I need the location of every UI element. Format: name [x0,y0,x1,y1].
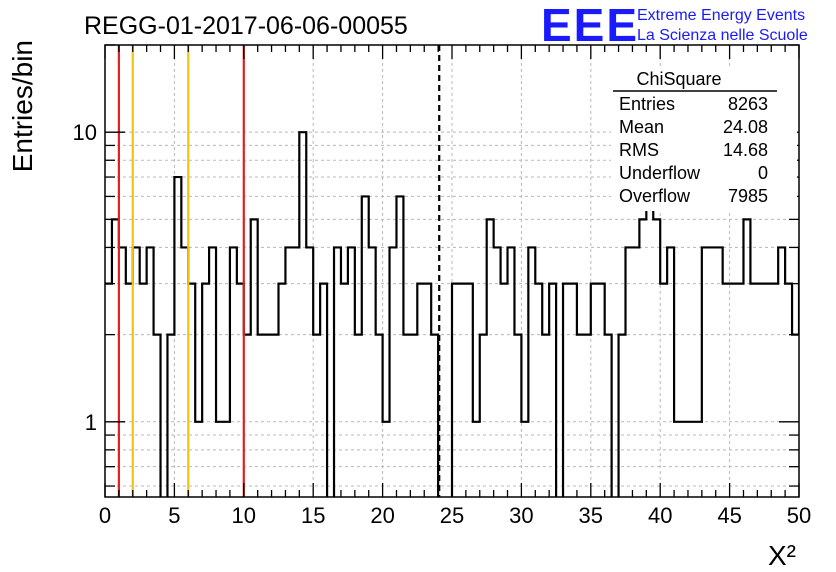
stats-value: 0 [758,163,768,183]
stats-value: 7985 [728,186,768,206]
y-tick-labels: 1 10 [73,120,97,435]
logo-text: EEE [541,0,639,51]
stats-rows: Entries 8263 Mean 24.08 RMS 14.68 Underflow 0 Ov… [619,94,768,206]
logo-line1: Extreme Energy Events [637,7,805,24]
x-tick-label: 40 [648,503,672,528]
x-tick-label: 45 [717,503,741,528]
stats-label: Mean [619,117,664,137]
stats-name: ChiSquare [636,69,721,89]
x-axis-label: X² [768,540,796,571]
stats-label: Entries [619,94,675,114]
x-tick-label: 0 [99,503,111,528]
x-tick-label: 35 [579,503,603,528]
stats-box: ChiSquare Entries 8263 Mean 24.08 RMS 14.68 Un… [611,66,797,211]
eee-logo: EEE Extreme Energy Events La Scienza nel… [541,0,808,51]
x-tick-label: 5 [168,503,180,528]
x-tick-label: 20 [370,503,394,528]
stats-value: 14.68 [723,140,768,160]
x-tick-labels: 0 5 10 15 20 25 30 35 40 45 50 [99,503,811,528]
stats-value: 8263 [728,94,768,114]
histogram-steps [105,131,799,497]
x-tick-label: 50 [787,503,811,528]
x-tick-label: 30 [509,503,533,528]
y-axis-label: Entries/bin [7,40,38,172]
stats-label: Underflow [619,163,701,183]
stats-box-background [611,66,797,211]
stats-label: Overflow [619,186,691,206]
y-tick-label: 10 [73,120,97,145]
x-tick-label: 10 [232,503,256,528]
stats-label: RMS [619,140,659,160]
x-tick-label: 25 [440,503,464,528]
histogram [105,131,799,497]
x-tick-label: 15 [301,503,325,528]
chart-title: REGG-01-2017-06-06-00055 [84,12,408,40]
logo-line2: La Scienza nelle Scuole [637,27,808,44]
y-tick-label: 1 [85,410,97,435]
stats-value: 24.08 [723,117,768,137]
